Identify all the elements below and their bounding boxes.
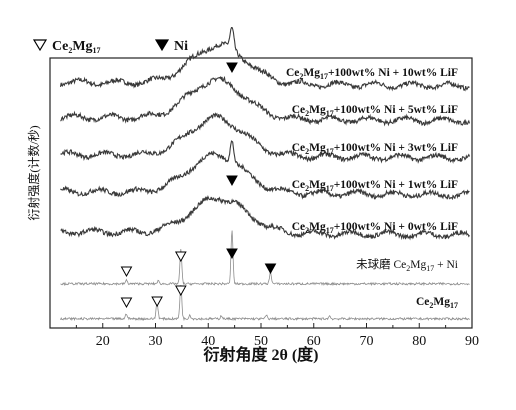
x-tick-label: 20: [96, 334, 110, 349]
x-tick-label: 90: [465, 334, 479, 349]
peak-markers: [120, 62, 277, 309]
x-axis: 20 30 40 50 60 70 80 90: [49, 323, 479, 349]
x-tick-label: 50: [254, 334, 268, 349]
x-tick-label: 80: [412, 334, 426, 349]
legend-label: Ce2Mg17: [52, 39, 101, 55]
ce2mg17-marker: [120, 297, 133, 309]
x-axis-title: 衍射角度 2θ (度): [202, 345, 318, 364]
legend-label: Ni: [174, 39, 188, 54]
series-label-7: Ce2Mg17: [416, 296, 458, 310]
series-label-2: Ce2Mg17+100wt% Ni + 5wt% LiF: [292, 104, 458, 118]
x-tick-label: 30: [149, 334, 163, 349]
y-axis-title: 衍射强度(计数/秒): [26, 125, 41, 220]
series-traces: [59, 26, 471, 322]
x-tick-label: 60: [307, 334, 321, 349]
chart-legend: Ce2Mg17 Ni: [32, 39, 188, 55]
ce2mg17-legend-marker: [32, 39, 48, 52]
trace-6: [60, 230, 470, 287]
ce2mg17-marker: [174, 285, 187, 297]
series-label-3: Ce2Mg17+100wt% Ni + 3wt% LiF: [292, 142, 458, 156]
ni-marker: [226, 62, 238, 74]
trace-5: [60, 194, 470, 241]
series-label-5: Ce2Mg17+100wt% Ni + 0wt% LiF: [292, 221, 458, 235]
ni-legend-marker: [154, 39, 170, 52]
ni-marker: [226, 175, 238, 187]
series-labels: Ce2Mg17+100wt% Ni + 10wt% LiF Ce2Mg17+100…: [286, 67, 458, 310]
ni-marker: [264, 263, 277, 275]
x-tick-label: 40: [201, 334, 215, 349]
trace-7: [60, 285, 470, 322]
series-label-1: Ce2Mg17+100wt% Ni + 10wt% LiF: [286, 67, 458, 81]
ni-marker: [226, 248, 238, 260]
series-label-4: Ce2Mg17+100wt% Ni + 1wt% LiF: [292, 179, 458, 193]
trace-1: [59, 26, 470, 92]
trace-3: [60, 112, 471, 164]
ce2mg17-marker: [151, 296, 163, 308]
trace-2: [60, 75, 471, 127]
ce2mg17-marker: [120, 266, 133, 278]
trace-4: [60, 140, 470, 201]
ce2mg17-marker: [174, 251, 187, 263]
x-tick-label: 70: [360, 334, 374, 349]
series-label-6: 未球磨 Ce2Mg17 + Ni: [356, 257, 458, 273]
